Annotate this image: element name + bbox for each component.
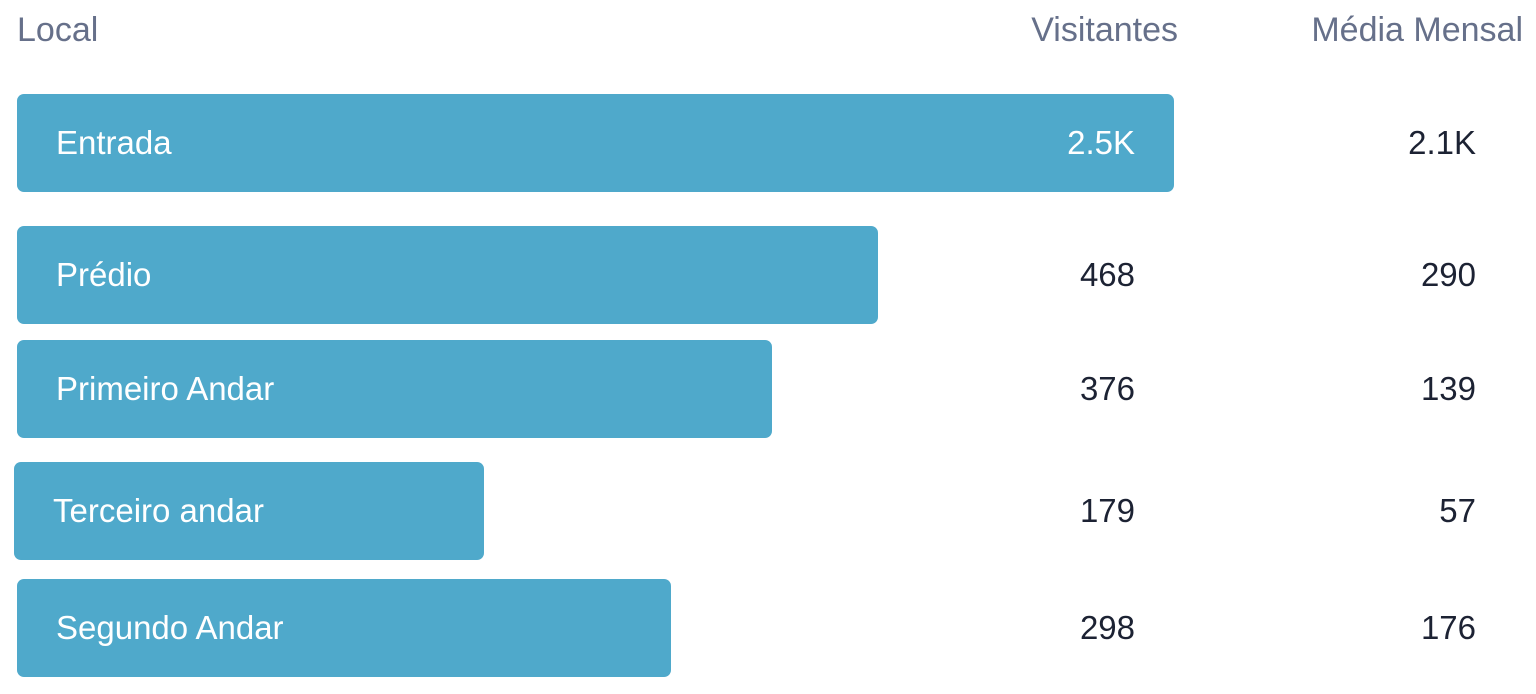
table-row[interactable]: Entrada 2.5K 2.1K [0, 94, 1536, 194]
monthly-average-value: 290 [1420, 256, 1476, 293]
location-label: Terceiro andar [53, 492, 264, 529]
monthly-average-value: 139 [1420, 370, 1476, 407]
table-row[interactable]: Segundo Andar 298 176 [0, 579, 1536, 679]
visitors-value: 468 [1079, 256, 1135, 293]
table-row[interactable]: Primeiro Andar 376 139 [0, 340, 1536, 440]
monthly-average-value: 2.1K [1408, 124, 1476, 161]
location-label: Prédio [56, 256, 152, 293]
visitors-bar [14, 462, 484, 560]
column-header-location: Local [17, 11, 99, 49]
table-row[interactable]: Terceiro andar 179 57 [0, 462, 1536, 562]
monthly-average-value: 57 [1439, 492, 1476, 529]
visitors-value: 179 [1079, 492, 1135, 529]
visitors-bar [17, 340, 772, 438]
visitors-bar [17, 579, 671, 677]
column-header-visitors: Visitantes [1031, 11, 1178, 49]
visitors-bar [17, 94, 1174, 192]
visitors-bar [17, 226, 878, 324]
visitors-value: 376 [1079, 370, 1135, 407]
visitors-value: 298 [1079, 609, 1135, 646]
monthly-average-value: 176 [1420, 609, 1476, 646]
table-row[interactable]: Prédio 468 290 [0, 226, 1536, 326]
location-label: Segundo Andar [56, 609, 284, 646]
column-header-monthly-average: Média Mensal [1311, 11, 1523, 49]
location-label: Entrada [56, 124, 172, 161]
location-label: Primeiro Andar [56, 370, 275, 407]
visitors-value: 2.5K [1067, 124, 1135, 161]
